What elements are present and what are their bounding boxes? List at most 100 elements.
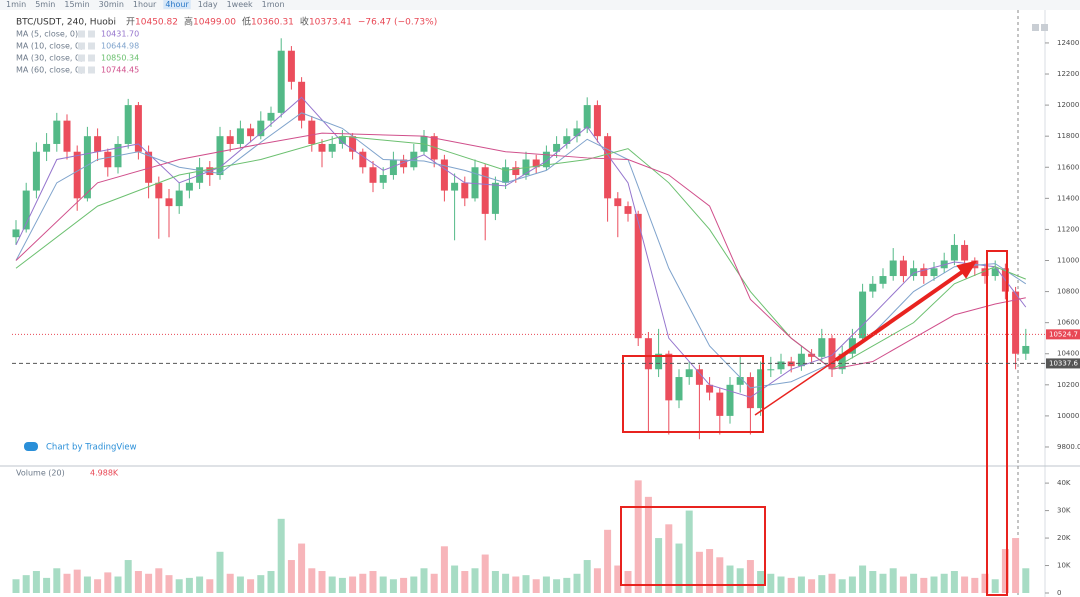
candle-body [818,338,826,357]
candle-body [410,151,418,168]
candle-body [859,291,867,339]
volume-bar [236,576,244,593]
volume-bar [226,573,234,593]
volume-bar [185,577,193,593]
candle-body [675,377,683,401]
candle-body [277,50,285,113]
interval-button[interactable]: 15min [64,0,89,9]
volume-bar [797,576,805,593]
candle-body [461,182,469,199]
volume-bar [553,579,561,593]
candle-body [512,167,520,176]
volume-bar [124,560,132,593]
volume-bar [114,576,122,593]
interval-button[interactable]: 30min [99,0,124,9]
legend-icon [88,42,95,50]
candle-body [308,120,316,144]
candle-body [614,198,622,207]
candle-body [848,338,856,354]
highlight-box [622,355,764,433]
volume-bar [583,560,591,593]
candle-body [451,182,459,191]
candle-body [767,369,775,371]
watermark: Chart by TradingView [46,443,137,453]
candle-body [491,182,499,214]
interval-button[interactable]: 1day [198,0,218,9]
candle-body [930,268,938,277]
volume-bar [338,577,346,593]
volume-bar [502,573,510,593]
legend-icon [78,42,85,50]
y-tick-label: 30K [1057,507,1071,515]
volume-bar [216,551,224,593]
volume-bar [420,568,428,593]
volume-bar [134,571,142,593]
legend-icon [88,66,95,74]
highlight-box [986,250,1008,596]
ohlc-value: 10450.82 [135,18,178,28]
candle-body [655,353,663,370]
interval-selected [163,0,191,9]
candle-body [12,229,20,238]
volume-bar [767,573,775,593]
interval-button[interactable]: 1week [227,0,253,9]
y-tick-label: 9800.00 [1057,443,1080,451]
candle-body [920,268,928,277]
volume-title: Volume (20) [16,469,65,478]
candle-body [624,206,632,214]
interval-button[interactable]: 1mon [262,0,285,9]
volume-bar [471,568,479,593]
candle-body [318,143,326,152]
legend-icon [88,30,95,38]
candle-body [634,213,642,339]
interval-button[interactable]: 5min [35,0,55,9]
volume-bar [706,549,714,593]
candle-body [471,167,479,199]
candle-body [879,276,887,284]
interval-button[interactable]: 1min [6,0,26,9]
candle-body [808,353,816,357]
candle-body [379,175,387,183]
ohlc-value: 10499.00 [193,18,236,28]
candle-body [777,361,785,370]
candle-body [430,136,438,160]
legend-label: MA (10, close, 0) [16,42,83,51]
ohlc-label: 开 [126,17,135,28]
volume-bar [277,518,285,593]
y-tick-label: 40K [1057,479,1071,487]
volume-bar [757,571,765,593]
candle-body [695,369,703,385]
volume-bar [889,568,897,593]
volume-bar [879,573,887,593]
ma-line [15,132,1026,370]
candle-body [369,167,377,183]
volume-bar [287,560,295,593]
volume-bar [746,560,754,593]
candle-body [797,353,805,367]
volume-bar [930,576,938,593]
volume-bar [726,565,734,593]
y-tick-label: 20K [1057,534,1071,542]
legend-icon [78,66,85,74]
candle-body [553,143,561,152]
volume-bar [695,551,703,593]
y-tick-label: 10000.00 [1057,412,1080,420]
volume-bar [491,571,499,593]
candle-body [869,283,877,292]
volume-bar [563,577,571,593]
price-label-bg [1046,358,1080,369]
legend-icon [78,54,85,62]
interval-button[interactable]: 1hour [133,0,157,9]
ma-line [15,96,1027,398]
volume-bar [461,571,469,593]
candle-body [257,120,265,137]
volume-bar [828,573,836,593]
candle-body [604,136,612,199]
candle-body [757,369,765,409]
volume-bar [614,565,622,593]
volume-bar [43,577,51,593]
volume-bar [247,579,255,593]
interval-button[interactable]: 4hour [165,0,189,9]
volume-bar [481,554,489,593]
